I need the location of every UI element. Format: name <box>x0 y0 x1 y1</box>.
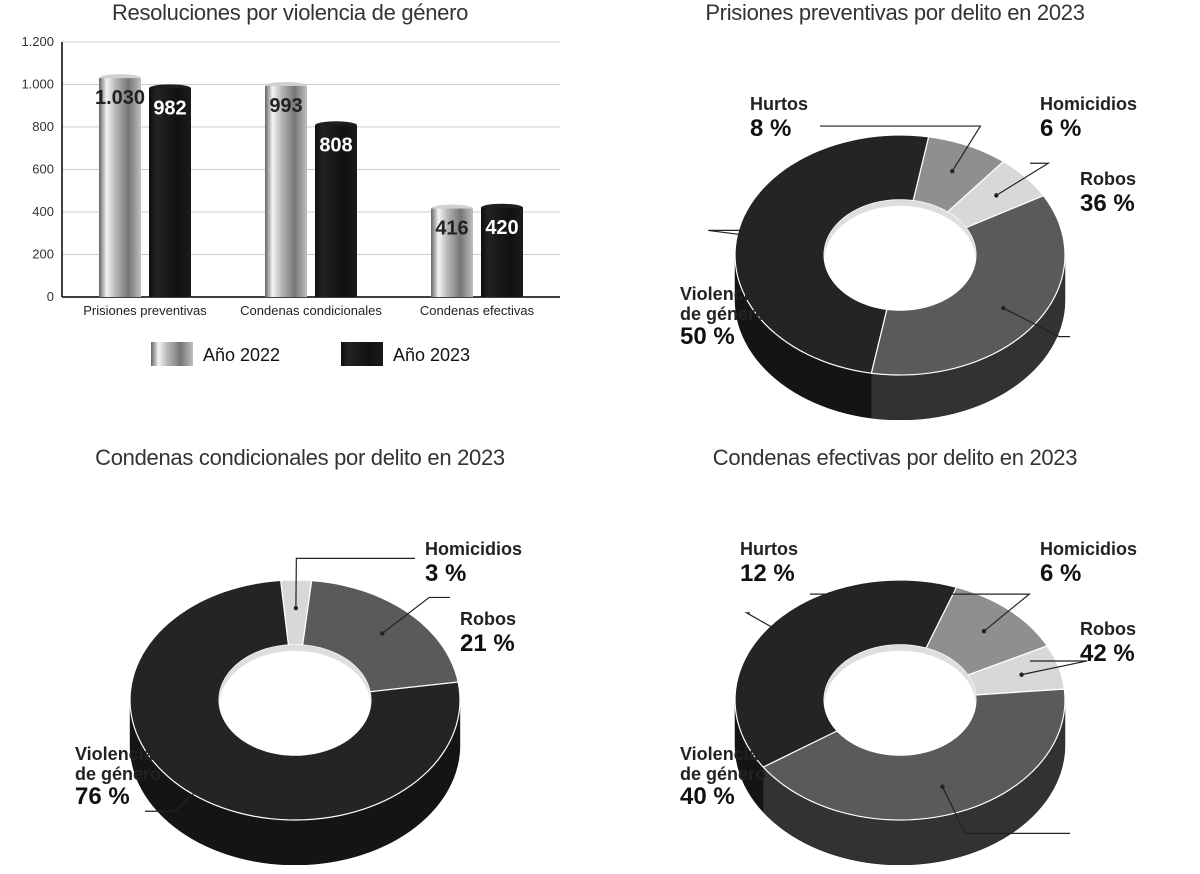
svg-text:Violencia: Violencia <box>680 284 760 304</box>
svg-text:de género: de género <box>680 764 766 784</box>
svg-text:Hurtos: Hurtos <box>750 94 808 114</box>
svg-text:76 %: 76 % <box>75 783 130 810</box>
donut-condicionales-panel: Condenas condicionales por delito en 202… <box>20 445 580 870</box>
svg-text:1.200: 1.200 <box>21 34 54 49</box>
svg-text:36 %: 36 % <box>1080 190 1135 217</box>
svg-text:50 %: 50 % <box>680 323 735 350</box>
svg-text:993: 993 <box>269 95 302 117</box>
svg-text:Robos: Robos <box>460 609 516 629</box>
svg-text:600: 600 <box>32 162 54 177</box>
svg-text:808: 808 <box>319 134 352 156</box>
svg-text:3 %: 3 % <box>425 560 466 587</box>
bar-chart-svg: 0 200 400 600 800 1.000 1.200 1.030 982 Prisiones… <box>10 32 570 392</box>
donut-prisiones-title: Prisiones preventivas por delito en 2023 <box>600 0 1190 26</box>
svg-text:6 %: 6 % <box>1040 560 1081 587</box>
svg-text:200: 200 <box>32 247 54 262</box>
svg-text:Año 2023: Año 2023 <box>393 345 470 365</box>
svg-text:21 %: 21 % <box>460 630 515 657</box>
svg-text:1.000: 1.000 <box>21 77 54 92</box>
donut-prisiones-panel: Prisiones preventivas por delito en 2023… <box>600 0 1190 425</box>
donut-efectivas-title: Condenas efectivas por delito en 2023 <box>600 445 1190 471</box>
svg-text:12 %: 12 % <box>740 560 795 587</box>
svg-text:416: 416 <box>435 218 468 240</box>
svg-text:Homicidios: Homicidios <box>1040 539 1137 559</box>
svg-text:Condenas efectivas: Condenas efectivas <box>420 303 535 318</box>
svg-text:de género: de género <box>680 304 766 324</box>
svg-text:420: 420 <box>485 217 518 239</box>
svg-text:800: 800 <box>32 119 54 134</box>
svg-text:1.030: 1.030 <box>95 87 145 109</box>
donut-prisiones-svg: Hurtos8 % Homicidios6 % Robos36 % Violencia… <box>600 30 1190 420</box>
svg-text:8 %: 8 % <box>750 115 791 142</box>
bar-chart-title: Resoluciones por violencia de género <box>10 0 570 26</box>
svg-text:400: 400 <box>32 204 54 219</box>
donut-condicionales-svg: Homicidios3 % Robos21 % Violenciade género… <box>20 475 580 865</box>
donut-condicionales-title: Condenas condicionales por delito en 202… <box>20 445 580 471</box>
svg-text:Año 2022: Año 2022 <box>203 345 280 365</box>
svg-text:42 %: 42 % <box>1080 640 1135 667</box>
svg-text:de género: de género <box>75 764 161 784</box>
svg-text:6 %: 6 % <box>1040 115 1081 142</box>
svg-text:Robos: Robos <box>1080 169 1136 189</box>
bar-chart-panel: Resoluciones por violencia de género 0 20… <box>10 0 570 397</box>
donut-efectivas-svg: Hurtos12 % Homicidios6 % Robos42 % Violenci… <box>600 475 1190 865</box>
svg-text:0: 0 <box>47 289 54 304</box>
svg-text:Homicidios: Homicidios <box>425 539 522 559</box>
svg-text:Homicidios: Homicidios <box>1040 94 1137 114</box>
svg-text:Robos: Robos <box>1080 619 1136 639</box>
svg-text:Prisiones preventivas: Prisiones preventivas <box>83 303 207 318</box>
svg-text:40 %: 40 % <box>680 783 735 810</box>
donut-efectivas-panel: Condenas efectivas por delito en 2023 Hu… <box>600 445 1190 870</box>
svg-text:982: 982 <box>153 97 186 119</box>
svg-text:Condenas condicionales: Condenas condicionales <box>240 303 382 318</box>
svg-text:Violencia: Violencia <box>75 744 155 764</box>
svg-text:Hurtos: Hurtos <box>740 539 798 559</box>
svg-text:Violencia: Violencia <box>680 744 760 764</box>
